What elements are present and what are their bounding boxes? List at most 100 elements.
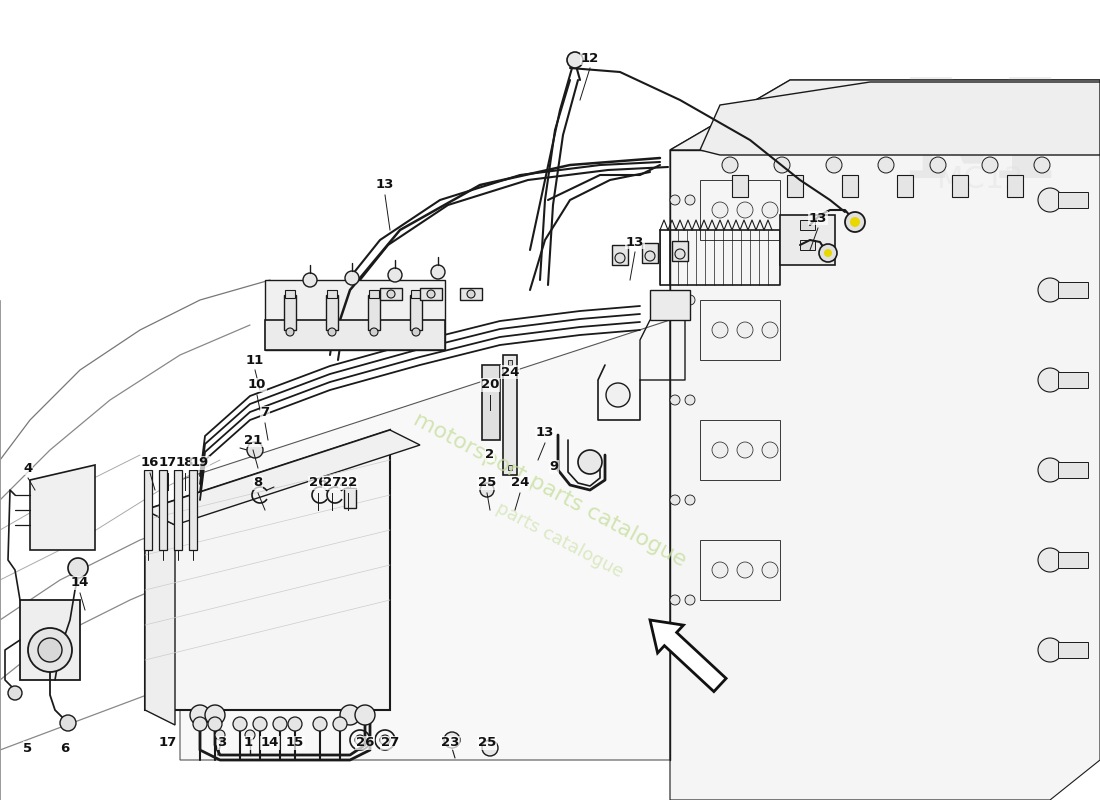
Polygon shape — [145, 510, 175, 725]
Bar — [642, 243, 658, 263]
Circle shape — [670, 495, 680, 505]
Bar — [1058, 372, 1088, 388]
Text: 13: 13 — [536, 426, 554, 439]
Circle shape — [566, 52, 583, 68]
Text: 24: 24 — [510, 477, 529, 490]
Circle shape — [712, 442, 728, 458]
Bar — [896, 175, 913, 197]
Text: 27: 27 — [381, 737, 399, 750]
Circle shape — [685, 395, 695, 405]
Circle shape — [1038, 458, 1061, 482]
Circle shape — [482, 740, 498, 756]
Polygon shape — [700, 82, 1100, 155]
Text: 2: 2 — [485, 449, 495, 462]
Text: 17: 17 — [158, 737, 177, 750]
Circle shape — [820, 244, 837, 262]
Circle shape — [355, 735, 365, 745]
Circle shape — [670, 595, 680, 605]
Bar — [1058, 552, 1088, 568]
Circle shape — [878, 157, 894, 173]
Circle shape — [387, 290, 395, 298]
Polygon shape — [265, 280, 446, 350]
Circle shape — [205, 705, 225, 725]
Polygon shape — [145, 430, 420, 525]
Text: 27: 27 — [323, 477, 341, 490]
Bar — [612, 245, 628, 265]
Text: 18: 18 — [176, 457, 195, 470]
Circle shape — [670, 195, 680, 205]
Bar — [786, 175, 803, 197]
Bar — [379, 288, 401, 300]
Circle shape — [340, 705, 360, 725]
Circle shape — [253, 717, 267, 731]
Circle shape — [712, 322, 728, 338]
Circle shape — [762, 442, 778, 458]
Circle shape — [1038, 278, 1061, 302]
Text: 13: 13 — [626, 235, 645, 249]
Circle shape — [427, 290, 434, 298]
Circle shape — [685, 595, 695, 605]
Bar — [952, 175, 968, 197]
Circle shape — [737, 202, 754, 218]
Circle shape — [388, 268, 401, 282]
Text: 22: 22 — [339, 477, 358, 490]
Circle shape — [68, 558, 88, 578]
Bar — [20, 600, 80, 680]
Circle shape — [762, 562, 778, 578]
Bar — [326, 295, 338, 330]
Text: 6: 6 — [60, 742, 69, 754]
Text: 12: 12 — [581, 51, 600, 65]
Circle shape — [762, 202, 778, 218]
Circle shape — [930, 157, 946, 173]
Circle shape — [774, 157, 790, 173]
Bar — [189, 470, 197, 550]
Bar — [144, 470, 152, 550]
Bar — [460, 288, 482, 300]
FancyArrow shape — [650, 620, 726, 691]
Circle shape — [233, 717, 248, 731]
Bar — [800, 220, 815, 230]
Bar — [700, 420, 780, 480]
Text: 13: 13 — [376, 178, 394, 191]
Text: MC12: MC12 — [937, 166, 1023, 194]
Text: 24: 24 — [500, 366, 519, 378]
Text: 7: 7 — [261, 406, 270, 419]
Bar — [800, 240, 815, 250]
Bar — [842, 175, 858, 197]
Text: 1: 1 — [243, 737, 253, 750]
Circle shape — [762, 322, 778, 338]
Circle shape — [675, 249, 685, 259]
Polygon shape — [670, 80, 1100, 800]
Text: 26: 26 — [355, 737, 374, 750]
Circle shape — [1038, 188, 1061, 212]
Text: 20: 20 — [481, 378, 499, 391]
Circle shape — [273, 717, 287, 731]
Text: 26: 26 — [309, 477, 327, 490]
Circle shape — [444, 732, 460, 748]
Circle shape — [328, 328, 336, 336]
Polygon shape — [30, 465, 95, 550]
Circle shape — [190, 705, 210, 725]
Bar — [420, 288, 442, 300]
Circle shape — [8, 686, 22, 700]
Text: 14: 14 — [70, 577, 89, 590]
Circle shape — [208, 717, 222, 731]
Circle shape — [826, 157, 842, 173]
Circle shape — [737, 442, 754, 458]
Text: 23: 23 — [441, 737, 459, 750]
Bar — [700, 300, 780, 360]
Circle shape — [28, 628, 72, 672]
Circle shape — [379, 735, 390, 745]
Circle shape — [214, 730, 225, 740]
Circle shape — [302, 273, 317, 287]
Circle shape — [645, 251, 654, 261]
Circle shape — [60, 715, 76, 731]
Circle shape — [1038, 638, 1061, 662]
Circle shape — [345, 271, 359, 285]
Text: 25: 25 — [477, 737, 496, 750]
Circle shape — [712, 562, 728, 578]
Text: 19: 19 — [191, 457, 209, 470]
Text: 4: 4 — [23, 462, 33, 474]
Circle shape — [615, 253, 625, 263]
Text: 16: 16 — [141, 457, 160, 470]
